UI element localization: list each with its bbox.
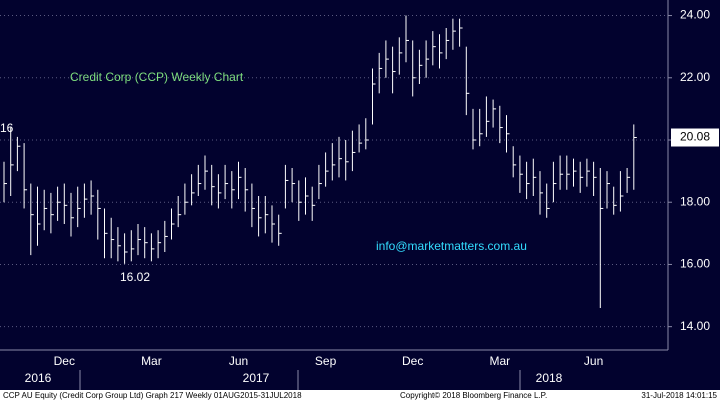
y-tick-label: 24.00	[680, 8, 710, 22]
y-tick-label: 18.00	[680, 194, 710, 208]
footer-text: 31-Jul-2018 14:01:15	[641, 391, 717, 400]
background	[0, 0, 720, 390]
x-tick-label: Jun	[229, 354, 248, 368]
footer-bar	[0, 390, 720, 402]
x-tick-label: Mar	[489, 354, 510, 368]
x-tick-label: Dec	[402, 354, 423, 368]
last-price-label: 20.08	[680, 130, 710, 144]
x-tick-label: Sep	[315, 354, 337, 368]
footer-text: CCP AU Equity (Credit Corp Group Ltd) Gr…	[3, 391, 302, 400]
last-price-box	[671, 128, 719, 147]
y-tick-label: 22.00	[680, 70, 710, 84]
x-year-label: 2016	[25, 371, 52, 385]
x-year-label: 2017	[243, 371, 270, 385]
annotation: 16	[0, 121, 14, 135]
annotation: Credit Corp (CCP) Weekly Chart	[70, 70, 244, 84]
data-label: 16.02	[120, 270, 150, 284]
x-tick-label: Dec	[54, 354, 75, 368]
annotation: info@marketmatters.com.au	[376, 239, 527, 253]
y-tick-label: 14.00	[680, 319, 710, 333]
footer-text: Copyright© 2018 Bloomberg Finance L.P.	[400, 391, 547, 400]
x-tick-label: Jun	[584, 354, 603, 368]
x-tick-label: Mar	[141, 354, 162, 368]
y-tick-label: 16.00	[680, 257, 710, 271]
x-year-label: 2018	[536, 371, 563, 385]
